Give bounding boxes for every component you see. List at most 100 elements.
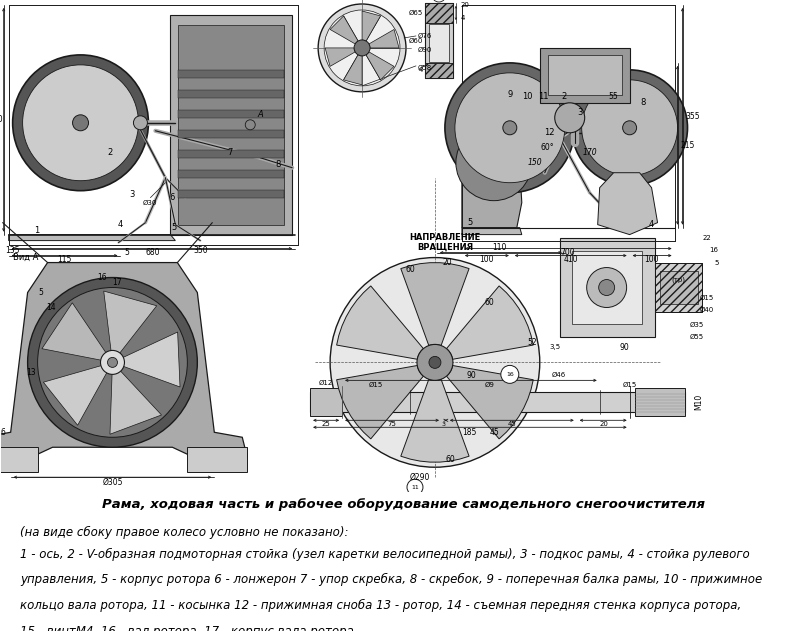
Text: 90: 90 bbox=[620, 343, 630, 352]
Bar bbox=[654, 262, 702, 312]
Circle shape bbox=[417, 345, 453, 380]
Polygon shape bbox=[401, 262, 469, 346]
Bar bbox=[310, 392, 685, 412]
Text: 6: 6 bbox=[170, 193, 175, 202]
Polygon shape bbox=[187, 447, 247, 472]
Circle shape bbox=[73, 115, 89, 131]
Text: 5: 5 bbox=[714, 259, 719, 266]
Polygon shape bbox=[9, 235, 175, 240]
Text: Ø40: Ø40 bbox=[699, 307, 714, 312]
Bar bbox=[659, 271, 698, 305]
Bar bbox=[425, 3, 453, 23]
Circle shape bbox=[407, 479, 423, 495]
Circle shape bbox=[22, 65, 138, 180]
Text: 7: 7 bbox=[227, 148, 233, 157]
Text: Вид А: Вид А bbox=[13, 253, 38, 262]
Text: (на виде сбоку правое колесо условно не показано):: (на виде сбоку правое колесо условно не … bbox=[20, 526, 348, 539]
Text: 25: 25 bbox=[322, 422, 330, 427]
Text: 8: 8 bbox=[275, 160, 281, 169]
Text: 20: 20 bbox=[461, 2, 470, 8]
Text: 16: 16 bbox=[506, 372, 514, 377]
Text: 60°: 60° bbox=[541, 143, 554, 152]
Text: Ø58: Ø58 bbox=[418, 65, 432, 71]
Text: 4: 4 bbox=[649, 220, 654, 229]
Text: НАПРАВЛЕНИЕ: НАПРАВЛЕНИЕ bbox=[410, 233, 481, 242]
Polygon shape bbox=[446, 365, 534, 439]
Circle shape bbox=[501, 365, 519, 384]
Text: 560: 560 bbox=[0, 115, 3, 124]
Text: Ø12: Ø12 bbox=[319, 379, 334, 386]
Bar bbox=[548, 55, 622, 95]
Text: 5: 5 bbox=[467, 218, 473, 227]
Text: 355: 355 bbox=[686, 112, 700, 121]
Text: 3: 3 bbox=[442, 422, 446, 427]
Text: Ø15: Ø15 bbox=[622, 381, 637, 387]
Text: Рама, ходовая часть и рабочее оборудование самодельного снегоочистителя: Рама, ходовая часть и рабочее оборудован… bbox=[102, 498, 706, 510]
Text: 100: 100 bbox=[644, 255, 659, 264]
Text: 60: 60 bbox=[445, 455, 454, 464]
Text: 90: 90 bbox=[466, 371, 476, 380]
Bar bbox=[310, 388, 342, 416]
Text: 4: 4 bbox=[461, 15, 466, 21]
Polygon shape bbox=[43, 365, 109, 425]
Circle shape bbox=[101, 350, 125, 374]
Bar bbox=[178, 70, 284, 78]
Bar bbox=[634, 388, 685, 416]
Bar bbox=[429, 24, 449, 62]
Text: 16: 16 bbox=[98, 273, 107, 282]
Text: 185: 185 bbox=[462, 428, 477, 437]
Text: 10: 10 bbox=[522, 92, 533, 102]
Bar bbox=[654, 262, 702, 312]
Bar bbox=[178, 110, 284, 118]
Circle shape bbox=[455, 73, 565, 183]
Polygon shape bbox=[330, 16, 358, 44]
Polygon shape bbox=[337, 365, 423, 439]
Circle shape bbox=[582, 80, 678, 175]
Bar bbox=[178, 190, 284, 198]
Circle shape bbox=[318, 4, 406, 92]
Text: 215: 215 bbox=[680, 141, 694, 150]
Text: 13: 13 bbox=[26, 368, 35, 377]
Circle shape bbox=[503, 121, 517, 135]
Circle shape bbox=[324, 10, 400, 86]
Bar bbox=[572, 251, 642, 324]
Text: 14: 14 bbox=[46, 303, 55, 312]
Circle shape bbox=[354, 40, 370, 56]
Text: A: A bbox=[258, 110, 263, 119]
Circle shape bbox=[622, 121, 637, 135]
Text: 16: 16 bbox=[710, 247, 718, 252]
Text: Ø60: Ø60 bbox=[409, 38, 423, 44]
Text: 60: 60 bbox=[405, 265, 415, 274]
Text: 9: 9 bbox=[507, 90, 513, 99]
Text: (тр): (тр) bbox=[671, 276, 686, 283]
Text: 45: 45 bbox=[490, 428, 500, 437]
Circle shape bbox=[28, 278, 198, 447]
Circle shape bbox=[554, 103, 585, 133]
Polygon shape bbox=[598, 173, 658, 235]
Text: 680: 680 bbox=[145, 248, 160, 257]
Circle shape bbox=[13, 55, 149, 191]
Polygon shape bbox=[369, 30, 399, 48]
Polygon shape bbox=[0, 447, 38, 472]
Bar bbox=[170, 15, 292, 235]
Bar bbox=[178, 150, 284, 158]
Circle shape bbox=[38, 288, 187, 437]
Text: 6: 6 bbox=[0, 428, 5, 437]
Circle shape bbox=[107, 357, 118, 367]
Text: Ø65: Ø65 bbox=[409, 10, 423, 16]
Text: Ø15: Ø15 bbox=[369, 381, 383, 387]
Text: 22: 22 bbox=[702, 235, 711, 240]
Text: Ø30: Ø30 bbox=[142, 199, 157, 206]
Polygon shape bbox=[110, 369, 162, 434]
Text: 45: 45 bbox=[507, 422, 516, 427]
Text: 150: 150 bbox=[527, 158, 542, 167]
Text: 115: 115 bbox=[58, 255, 72, 264]
Text: 4: 4 bbox=[418, 67, 423, 73]
Text: Ø76: Ø76 bbox=[418, 33, 432, 39]
Polygon shape bbox=[120, 332, 180, 387]
Circle shape bbox=[134, 116, 147, 130]
Polygon shape bbox=[366, 52, 394, 80]
Text: 11: 11 bbox=[538, 92, 549, 102]
Text: 11: 11 bbox=[411, 485, 419, 490]
Text: 3: 3 bbox=[577, 109, 582, 117]
